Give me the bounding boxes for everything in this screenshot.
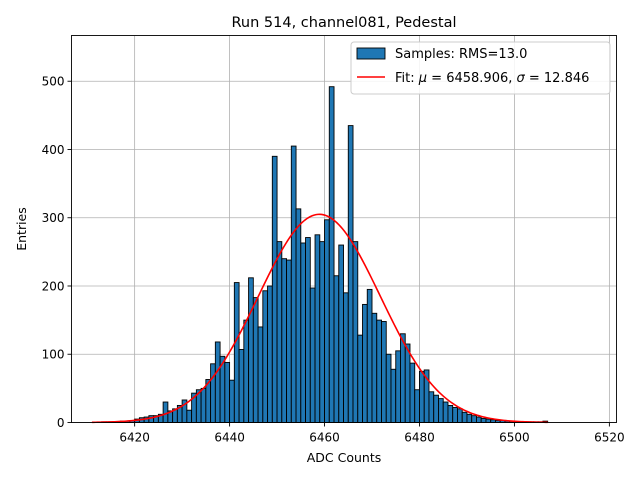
histogram-bar — [343, 292, 349, 423]
plot-frame — [71, 35, 617, 423]
histogram-bar — [305, 237, 311, 423]
histogram-bar — [290, 145, 297, 423]
histogram-bar — [314, 234, 321, 423]
x-tick-label: 6480 — [404, 431, 435, 445]
histogram-bar — [352, 241, 359, 423]
histogram-bar — [476, 416, 482, 423]
histogram-bar — [400, 333, 406, 423]
x-tick-label: 6440 — [214, 431, 245, 445]
legend-samples-swatch — [356, 47, 386, 60]
histogram-bar — [366, 288, 373, 423]
histogram-bar — [319, 241, 325, 423]
histogram-bar — [480, 417, 487, 423]
histogram-bar — [233, 282, 240, 423]
histogram-bar — [229, 379, 235, 423]
histogram-bar — [466, 413, 473, 423]
histogram-bar — [257, 326, 264, 423]
legend-fit-label: Fit: μ = 6458.906, σ = 12.846 — [395, 71, 589, 86]
histogram-bar — [409, 362, 416, 423]
histogram-bar — [376, 319, 382, 423]
histogram-bar — [243, 319, 250, 423]
histogram-bar — [390, 368, 397, 423]
histogram-bar — [347, 125, 354, 423]
histogram-bar — [248, 277, 254, 423]
histogram-bar — [362, 303, 368, 423]
histogram-bar — [447, 404, 454, 423]
fit-curve — [91, 213, 548, 424]
histogram-bar — [357, 334, 363, 423]
y-tick-label: 100 — [42, 348, 65, 362]
y-axis-label: Entries — [14, 207, 29, 251]
histogram-bar — [224, 361, 231, 423]
histogram-bar — [419, 370, 425, 423]
histogram-bar — [338, 244, 344, 423]
x-tick-label: 6500 — [499, 431, 530, 445]
x-tick-label: 6460 — [309, 431, 340, 445]
chart-title: Run 514, channel081, Pedestal — [231, 15, 456, 31]
histogram-bar — [286, 259, 292, 423]
histogram-bar — [300, 242, 306, 423]
legend-samples-label: Samples: RMS=13.0 — [395, 47, 527, 62]
legend: Samples: RMS=13.0 Fit: μ = 6458.906, σ =… — [350, 41, 611, 95]
legend-fit-mu-symbol: μ — [418, 71, 427, 86]
histogram-bar — [200, 387, 207, 423]
y-tick-label: 400 — [42, 143, 65, 157]
histogram-bar — [281, 258, 288, 423]
histogram-bar — [214, 341, 221, 423]
x-ticks: 6420 6440 6460 6480 6500 6520 — [119, 422, 625, 445]
histogram-bar — [328, 86, 335, 423]
x-tick-label: 6520 — [594, 431, 625, 445]
legend-fit-prefix: Fit: — [395, 71, 419, 86]
histogram-bar — [262, 290, 269, 423]
x-tick-label: 6420 — [119, 431, 150, 445]
legend-fit-mu-value: = 6458.906, — [427, 71, 516, 86]
histogram-bar — [395, 350, 401, 423]
histogram-bar — [381, 321, 387, 423]
histogram-bar — [461, 411, 468, 423]
histogram-bar — [186, 409, 193, 423]
legend-frame — [350, 41, 611, 95]
histogram-bar — [404, 343, 411, 423]
y-tick-label: 300 — [42, 211, 65, 225]
histogram-bar — [428, 391, 435, 423]
histogram-bar — [210, 363, 216, 423]
histogram-bar — [485, 418, 492, 423]
histogram-bar — [238, 349, 245, 423]
histogram-bar — [267, 285, 273, 423]
histogram-bar — [271, 155, 278, 423]
histogram-bar — [324, 219, 330, 423]
histogram-bar — [162, 401, 169, 423]
y-tick-label: 200 — [42, 279, 65, 293]
y-ticks: 0 100 200 300 400 500 — [42, 75, 72, 430]
histogram-bar — [309, 287, 316, 423]
histogram-bar — [452, 407, 458, 423]
histogram-bar — [252, 297, 259, 423]
y-tick-label: 0 — [57, 416, 65, 430]
x-axis-label: ADC Counts — [307, 450, 382, 465]
histogram-bar — [276, 241, 283, 423]
histogram-bar — [371, 312, 378, 423]
histogram-bar — [438, 398, 444, 423]
histogram-bar — [471, 415, 477, 423]
histogram-bar — [385, 353, 392, 423]
legend-fit-sigma-symbol: σ — [517, 71, 526, 86]
histogram-bar — [414, 389, 420, 423]
histogram-bar — [457, 408, 463, 423]
y-tick-label: 500 — [42, 75, 65, 89]
histogram-bar — [442, 401, 449, 423]
histogram-bar — [295, 208, 302, 423]
histogram-bar — [433, 394, 439, 423]
legend-fit-sigma-value: = 12.846 — [525, 71, 590, 86]
bars — [100, 86, 549, 423]
histogram-bar — [333, 275, 340, 423]
